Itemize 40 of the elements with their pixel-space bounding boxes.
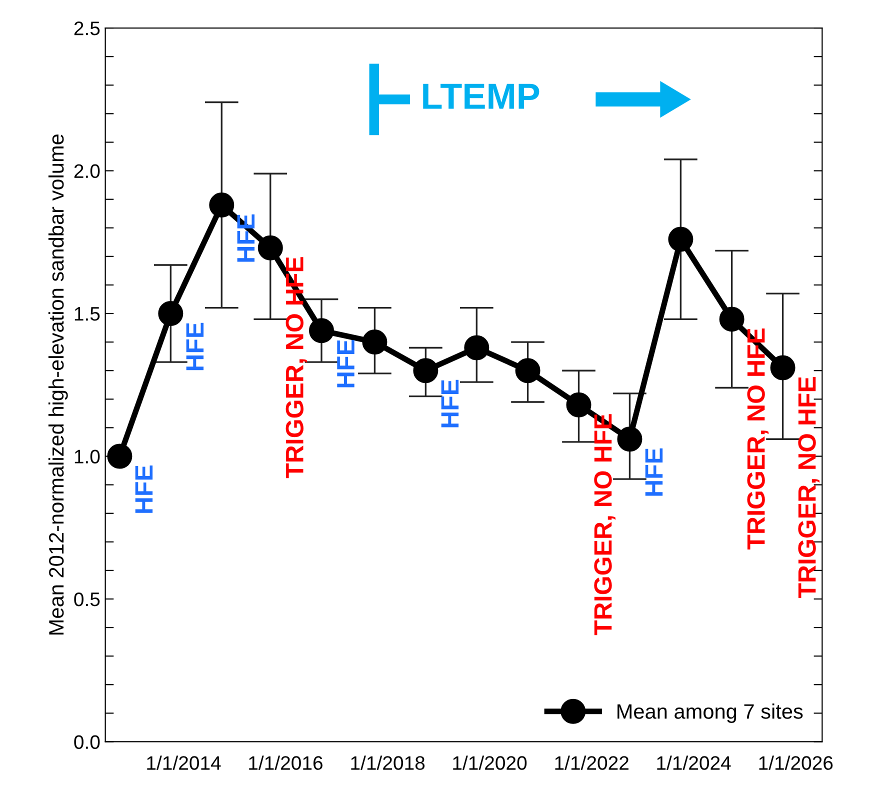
annotation: LTEMP [423,84,540,109]
point [515,358,540,384]
x-tick-label: 1/1/2026 [759,756,833,770]
y-tick-label: 1.5 [74,307,100,321]
x-tick-label: 1/1/2022 [555,756,628,770]
y-tick-label: 0.5 [74,592,100,606]
legend-label: Mean among 7 sites [618,704,803,723]
annotation: TRIGGER, NO HFE [798,377,820,598]
point [464,335,490,360]
annotation: HFE [135,466,153,513]
point [770,355,796,380]
point [309,318,334,344]
x-tick-label: 1/1/2014 [147,756,221,770]
point [107,444,132,469]
x-tick-label: 1/1/2020 [453,756,527,770]
x-tick-label: 1/1/2016 [249,756,322,770]
x-tick-label: 1/1/2018 [351,756,425,770]
point [362,330,388,355]
y-tick-label: 2.5 [74,22,100,36]
point [158,301,184,326]
annotation: HFE [186,322,204,370]
y-tick-label: 1.0 [74,450,100,464]
y-tick-label: 0.0 [74,735,100,749]
annotation: HFE [441,380,459,428]
point [258,235,283,260]
annotation: HFE [237,214,254,262]
point [719,306,744,332]
point [668,226,694,252]
y-tick-label: 2.0 [74,164,100,178]
annotation: HFE [337,340,354,388]
annotation: TRIGGER, NO HFE [747,328,769,550]
annotation: TRIGGER, NO HFE [286,257,308,478]
point [413,358,438,384]
x-tick-label: 1/1/2024 [657,756,731,770]
point [617,426,642,452]
annotation: HFE [645,448,663,496]
point [566,392,592,418]
annotation: TRIGGER, NO HFE [594,414,616,636]
point [209,192,234,218]
y-axis-title: Mean 2012-normalized high-elevation sandbar volume [48,134,68,634]
